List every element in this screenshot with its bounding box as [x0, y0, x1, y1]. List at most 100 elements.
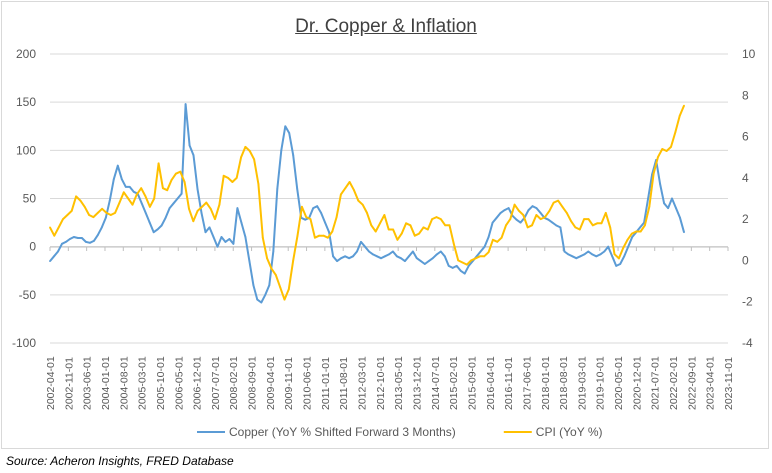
data-point — [61, 242, 63, 245]
data-point — [356, 250, 358, 253]
data-point — [679, 216, 681, 219]
data-point — [392, 228, 394, 231]
data-point — [149, 205, 151, 208]
data-point — [408, 255, 410, 258]
data-point — [312, 207, 315, 210]
data-point — [57, 226, 60, 229]
data-point — [216, 245, 219, 248]
data-point — [587, 218, 590, 221]
data-point — [188, 207, 190, 210]
data-point — [570, 220, 572, 223]
data-point — [288, 132, 291, 134]
x-tick-label: 2023-11-01 — [723, 357, 735, 410]
data-point — [196, 188, 199, 190]
data-point — [495, 216, 498, 219]
data-point — [663, 202, 665, 205]
x-tick-label: 2007-07-01 — [210, 356, 222, 410]
data-point — [352, 255, 354, 258]
data-point — [192, 154, 195, 157]
data-point — [405, 222, 407, 225]
x-tick-label: 2004-01-01 — [100, 356, 112, 410]
x-tick-label: 2014-07-01 — [430, 356, 442, 410]
data-point — [609, 226, 612, 229]
data-point — [678, 115, 681, 117]
data-point — [331, 230, 334, 233]
data-point — [607, 245, 610, 248]
data-point — [575, 257, 578, 260]
data-point — [487, 236, 490, 238]
data-point — [70, 210, 73, 212]
data-point — [292, 154, 295, 157]
data-point — [73, 236, 75, 238]
data-point — [340, 193, 342, 196]
x-tick-label: 2011-08-01 — [338, 357, 350, 410]
data-point — [160, 224, 163, 227]
x-tick-label: 2004-08-01 — [118, 356, 130, 410]
data-point — [535, 207, 538, 210]
data-point — [296, 188, 299, 190]
data-point — [276, 188, 279, 190]
data-point — [431, 218, 433, 221]
data-point — [116, 164, 119, 167]
right-tick-label: 10 — [742, 47, 756, 61]
data-point — [626, 238, 629, 241]
data-point — [166, 189, 169, 192]
data-point — [515, 218, 518, 221]
data-point — [135, 193, 138, 196]
x-tick-label: 2008-09-01 — [247, 356, 259, 410]
data-point — [157, 162, 160, 165]
data-point — [120, 178, 123, 181]
data-point — [659, 183, 661, 185]
data-point — [400, 257, 402, 260]
x-tick-label: 2015-09-01 — [466, 356, 478, 410]
data-point — [631, 236, 634, 238]
data-point — [340, 257, 342, 260]
data-point — [66, 214, 69, 216]
data-point — [419, 260, 422, 262]
data-point — [344, 187, 347, 190]
data-point — [509, 218, 512, 221]
data-point — [184, 103, 187, 105]
data-point — [415, 257, 418, 260]
data-point — [565, 212, 568, 214]
data-point — [220, 236, 223, 238]
data-point — [522, 214, 525, 216]
data-point — [559, 226, 562, 229]
data-point — [188, 144, 191, 147]
x-tick-label: 2015-02-01 — [448, 356, 460, 410]
data-point — [491, 221, 494, 224]
data-point — [132, 190, 135, 193]
data-point — [164, 216, 167, 219]
data-point — [474, 257, 477, 260]
data-point — [240, 156, 243, 159]
data-point — [539, 218, 542, 221]
data-point — [627, 245, 630, 248]
data-point — [248, 150, 251, 152]
data-point — [383, 214, 386, 216]
x-tick-label: 2010-06-01 — [302, 356, 314, 410]
data-point — [344, 255, 346, 258]
data-point — [492, 238, 494, 241]
data-point — [222, 174, 225, 177]
data-point — [555, 224, 558, 227]
x-tick-label: 2008-02-01 — [228, 356, 240, 410]
chart-frame — [1, 1, 769, 449]
left-tick-label: 150 — [16, 95, 36, 109]
data-point — [644, 224, 646, 227]
data-point — [228, 238, 231, 240]
data-point — [583, 218, 585, 221]
data-point — [667, 207, 669, 210]
data-point — [413, 234, 416, 237]
data-point — [552, 201, 555, 204]
data-point — [531, 205, 534, 208]
data-point — [463, 272, 466, 275]
x-tick-label: 2011-01-01 — [320, 357, 332, 410]
right-tick-label: -4 — [742, 336, 753, 350]
data-point — [466, 263, 468, 266]
data-point — [404, 260, 406, 262]
data-point — [280, 149, 283, 152]
data-point — [296, 234, 299, 237]
data-point — [539, 212, 542, 214]
data-point — [412, 250, 414, 253]
data-point — [92, 216, 95, 219]
